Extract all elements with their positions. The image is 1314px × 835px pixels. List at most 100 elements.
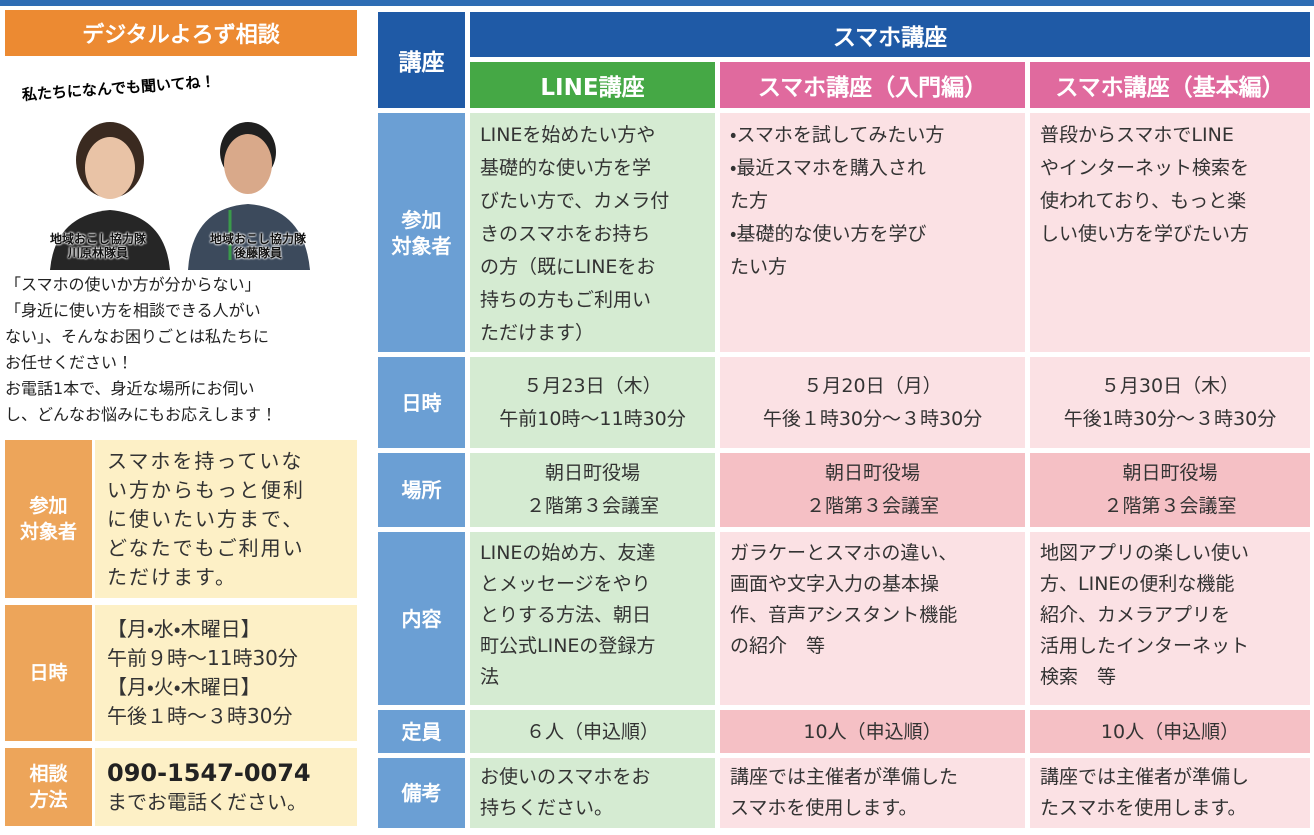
cell-line: 基礎的な使い方を学 — [480, 157, 652, 179]
cell-line: 使われており、もっと楽 — [1040, 190, 1247, 212]
cell-line: とメッセージをやり — [480, 573, 651, 595]
cell-line: たい方 — [730, 256, 788, 278]
info-line: どなたでもご利用い — [107, 535, 305, 560]
cell-line: スマホを使用します。 — [730, 797, 918, 819]
cell-line: ２階第３会議室 — [805, 495, 939, 517]
cell-line: やインターネット検索を — [1040, 157, 1250, 179]
message-line: お任せください！ — [5, 353, 134, 372]
table-cell: 講座では主催者が準備したスマホを使用します。 — [1030, 758, 1310, 828]
label-line: 相談 — [29, 763, 68, 785]
info-line: 午後１時〜３時30分 — [107, 704, 293, 728]
info-line: スマホを持っていな — [107, 448, 304, 473]
row-label: 場所 — [378, 453, 465, 527]
cell-line: ただけます） — [480, 322, 595, 344]
cell-line: 朝日町役場 — [1122, 462, 1218, 484]
cell-line: 法 — [480, 666, 500, 688]
staff-label: 地域おこし協力隊 川原林隊員 — [28, 232, 168, 260]
info-label: 日時 — [5, 605, 92, 741]
left-title: デジタルよろず相談 — [5, 10, 357, 56]
phone: 090-1547-0074 — [107, 758, 311, 787]
info-line: 【月・水・木曜日】 — [107, 617, 261, 641]
label-line: 内容 — [401, 606, 442, 631]
row-label: 内容 — [378, 532, 465, 705]
row-label: 定員 — [378, 710, 465, 753]
label-line: 定員 — [401, 719, 442, 744]
table-cell: 10人（申込順） — [720, 710, 1025, 753]
message: 「スマホの使いか方が分からない」 「身近に使い方を相談できる人がい ない」、そんなお… — [5, 272, 277, 428]
message-line: お電話1本で、身近な場所にお伺い — [5, 379, 255, 398]
table-cell: 朝日町役場 ２階第３会議室 — [720, 453, 1025, 527]
staff-role: 地域おこし協力隊 — [49, 232, 146, 246]
staff-photos — [50, 122, 310, 270]
label-line: 日時 — [29, 662, 68, 684]
label-line: 参加 — [401, 207, 442, 232]
top-rule — [0, 0, 1314, 6]
group-header: スマホ講座 — [470, 12, 1310, 57]
cell-line: 町公式LINEの登録方 — [480, 635, 656, 657]
staff-role: 地域おこし協力隊 — [209, 232, 306, 246]
info-line: までお電話ください。 — [107, 789, 307, 814]
cell-line: 普段からスマホでLINE — [1040, 124, 1234, 146]
cell-line: ６人（申込順） — [525, 720, 659, 743]
table-cell: ガラケーとスマホの違い、 画面や文字入力の基本操 作、音声アシスタント機能 の紹介 等 — [720, 532, 1025, 705]
cell-line: ２階第３会議室 — [525, 495, 659, 517]
cell-line: 10人（申込順） — [1100, 720, 1240, 743]
label-line: 日時 — [401, 390, 442, 415]
cell-line: 作、音声アシスタント機能 — [730, 604, 958, 626]
label-line: 方法 — [29, 789, 68, 811]
cell-line: ・基礎的な使い方を学び — [730, 223, 927, 245]
table-cell: 講座では主催者が準備したスマホを使用します。 — [720, 758, 1025, 828]
cell-line: ・最近スマホを購入され — [730, 157, 926, 179]
cell-line: ガラケーとスマホの違い、 — [730, 542, 958, 564]
message-line: ない」、そんなお困りごとは私たちに — [5, 327, 270, 346]
cell-line: とりする方法、朝日 — [480, 604, 652, 626]
info-label: 参加 対象者 — [5, 440, 92, 598]
message-line: 「身近に使い方を相談できる人がい — [5, 301, 261, 320]
cell-line: ・スマホを試してみたい方 — [730, 124, 945, 146]
staff-label: 地域おこし協力隊 後藤隊員 — [188, 232, 328, 260]
tagline: 私たちになんでも聞いてね！ — [21, 72, 217, 104]
cell-line: 朝日町役場 — [824, 462, 920, 484]
info-line: 【月・火・木曜日】 — [107, 675, 261, 699]
cell-line: 講座では主催者が準備した — [730, 766, 959, 788]
cell-line: ５月30日（木） — [1100, 374, 1240, 397]
course-header: LINE講座 — [470, 62, 715, 108]
cell-line: 方、LINEの便利な機能 — [1040, 573, 1235, 595]
info-label: 相談 方法 — [5, 748, 92, 826]
cell-line: たスマホを使用します。 — [1040, 797, 1247, 819]
table-cell: 普段からスマホでLINE やインターネット検索を 使われており、もっと楽 しい使い方を… — [1030, 113, 1310, 352]
cell-line: の方（既にLINEをお — [480, 256, 656, 278]
cell-line: びたい方で、カメラ付 — [480, 190, 670, 212]
table-cell: 朝日町役場 ２階第３会議室 — [470, 453, 715, 527]
cell-line: 午前10時〜11時30分 — [499, 407, 686, 430]
cell-line: ５月20日（月） — [803, 374, 942, 397]
info-line: に使いたい方まで、 — [107, 506, 305, 531]
label-line: 備考 — [401, 781, 442, 805]
row-label: 参加 対象者 — [378, 113, 465, 352]
message-line: 「スマホの使いか方が分からない」 — [5, 275, 261, 294]
cell-line: 持ちの方もご利用い — [480, 289, 652, 311]
cell-line: きのスマホをお持ち — [480, 223, 651, 245]
row-label: 日時 — [378, 357, 465, 448]
cell-line: LINEを始めたい方や — [480, 124, 656, 146]
info-text: 【月・水・木曜日】午前９時〜11時30分 【月・火・木曜日】午後１時〜３時30分 — [95, 605, 357, 741]
info-text: 090-1547-0074 までお電話ください。 — [95, 748, 357, 826]
label-line: 対象者 — [19, 521, 77, 543]
cell-line: 朝日町役場 — [544, 462, 640, 484]
label-line: 場所 — [401, 478, 442, 502]
label-line: 参加 — [29, 495, 68, 517]
cell-line: 講座では主催者が準備し — [1040, 766, 1250, 788]
cell-line: 検索 等 — [1040, 666, 1117, 688]
label-line: 対象者 — [391, 233, 452, 258]
table-cell: LINEの始め方、友達 とメッセージをやり とりする方法、朝日 町公式LINEの登録方… — [470, 532, 715, 705]
table-cell: ６人（申込順） — [470, 710, 715, 753]
cell-line: しい使い方を学びたい方 — [1040, 223, 1250, 245]
cell-line: 午後１時30分〜３時30分 — [762, 407, 983, 430]
table-cell: 朝日町役場 ２階第３会議室 — [1030, 453, 1310, 527]
info-line: 午前９時〜11時30分 — [107, 646, 298, 670]
cell-line: 活用したインターネット — [1040, 635, 1250, 657]
info-line: ただけます。 — [107, 564, 237, 589]
cell-line: ５月23日（木） — [523, 374, 662, 397]
staff-name: 後藤隊員 — [233, 246, 282, 260]
